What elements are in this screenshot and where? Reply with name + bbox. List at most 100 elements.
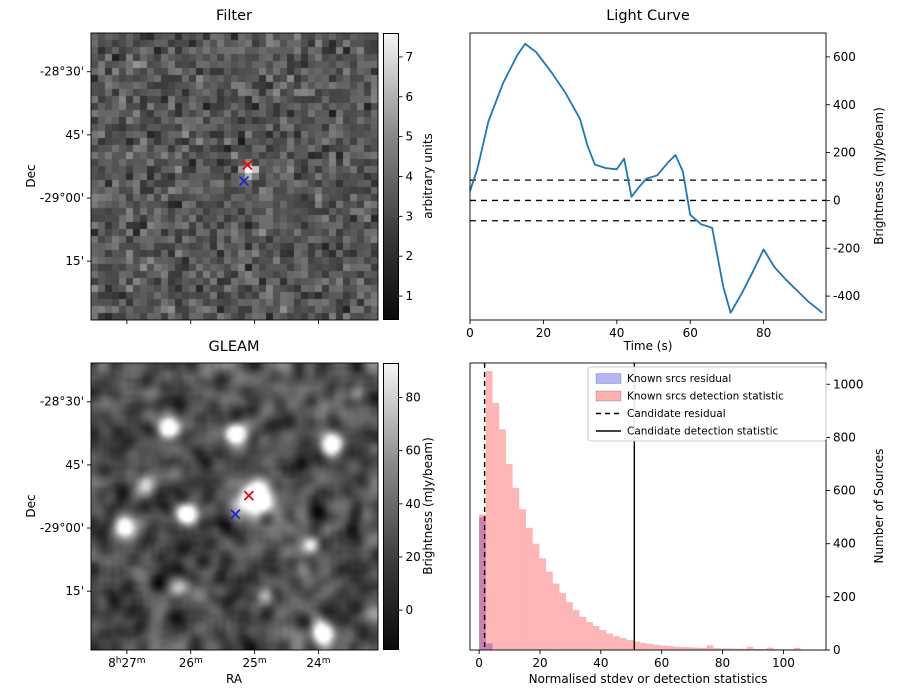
filter-ytick-label: -29°00' xyxy=(40,191,84,205)
filter-colorbar-label: arbitrary units xyxy=(421,133,435,219)
hist-bar xyxy=(793,647,801,650)
hist-bar xyxy=(532,543,540,650)
colorbar-tick-label: 2 xyxy=(406,249,414,263)
gleam-ytick-label: -28°30' xyxy=(40,395,84,409)
histogram-ylabel: Number of Sources xyxy=(872,448,886,564)
hist-ytick-label: 800 xyxy=(833,430,856,444)
hist-bar xyxy=(606,633,614,650)
colorbar-tick-label: 5 xyxy=(406,130,414,144)
light-curve-panel-title: Light Curve xyxy=(606,8,690,24)
hist-bar xyxy=(492,402,500,650)
gleam-xtick-label: 25m xyxy=(243,656,267,670)
hist-bar xyxy=(733,648,741,650)
hist-ytick-label: 0 xyxy=(833,643,841,657)
hist-bar xyxy=(807,649,814,650)
filter-colorbar xyxy=(383,33,399,320)
gleam-panel-title: GLEAM xyxy=(208,339,260,355)
histogram-xlabel: Normalised stdev or detection statistics xyxy=(528,672,768,686)
hist-bar xyxy=(800,649,808,650)
hist-bar xyxy=(626,639,634,650)
hist-bar xyxy=(773,649,781,650)
lc-xtick-label: 40 xyxy=(609,326,624,340)
colorbar-tick-label: 20 xyxy=(406,550,421,564)
histogram-axes-border xyxy=(469,362,827,651)
hist-bar xyxy=(479,514,486,650)
lc-ytick-label: 0 xyxy=(833,193,841,207)
gleam-xtick-label: 24m xyxy=(306,656,330,670)
hist-bar xyxy=(485,370,493,650)
hist-bar xyxy=(726,648,734,650)
hist-bar xyxy=(639,642,647,650)
hist-bar xyxy=(499,429,506,650)
hist-bar xyxy=(700,647,707,650)
hist-bar xyxy=(693,647,701,650)
colorbar-tick-label: 0 xyxy=(406,603,414,617)
legend-swatch xyxy=(595,390,622,402)
gleam-ytick-label: 15' xyxy=(65,584,84,598)
colorbar-tick-label: 1 xyxy=(406,289,414,303)
lc-xtick-label: 60 xyxy=(683,326,698,340)
gleam-ytick-label: -29°00' xyxy=(40,521,84,535)
lc-ytick-label: 200 xyxy=(833,146,856,160)
hist-bar xyxy=(679,647,687,650)
filter-ytick-label: 15' xyxy=(65,254,84,268)
hist-bar xyxy=(525,527,533,650)
gleam-colorbar-label: Brightness (mJy/beam) xyxy=(421,437,435,575)
hist-xtick-label: 60 xyxy=(654,656,669,670)
hist-bar xyxy=(740,648,747,650)
filter-image xyxy=(91,33,378,320)
hist-bar xyxy=(746,646,754,650)
hist-xtick-label: 100 xyxy=(772,656,795,670)
hist-ytick-label: 600 xyxy=(833,484,856,498)
filter-ytick-label: -28°30' xyxy=(40,65,84,79)
light-curve-axes-border xyxy=(469,32,827,321)
hist-xtick-label: 40 xyxy=(593,656,608,670)
hist-bar xyxy=(653,644,660,650)
lc-ytick-label: -400 xyxy=(833,289,860,303)
hist-bar xyxy=(559,592,567,650)
hist-bar xyxy=(619,638,627,650)
hist-bar xyxy=(572,610,580,650)
legend-swatch xyxy=(595,373,622,384)
hist-bar xyxy=(753,648,761,650)
colorbar-tick-label: 60 xyxy=(406,444,421,458)
gleam-image xyxy=(91,363,378,650)
colorbar-tick-label: 40 xyxy=(406,497,421,511)
hist-xtick-label: 20 xyxy=(532,656,547,670)
hist-bar xyxy=(787,649,794,650)
hist-bar xyxy=(586,622,593,650)
hist-bar xyxy=(592,626,600,650)
lc-ytick-label: -200 xyxy=(833,241,860,255)
hist-bar xyxy=(673,646,680,650)
gleam-xlabel: RA xyxy=(225,672,243,686)
hist-bar xyxy=(519,509,526,650)
colorbar-tick-label: 80 xyxy=(406,391,421,405)
hist-bar xyxy=(659,645,667,650)
gleam-ylabel: Dec xyxy=(24,494,38,518)
colorbar-tick-label: 4 xyxy=(406,170,414,184)
hist-bar xyxy=(505,463,513,650)
hist-bar xyxy=(713,648,721,650)
colorbar-tick-label: 3 xyxy=(406,209,414,223)
hist-bar xyxy=(566,602,573,650)
hist-bar xyxy=(666,646,674,650)
filter-ylabel: Dec xyxy=(24,164,38,188)
hist-ytick-label: 200 xyxy=(833,590,856,604)
light-curve-xlabel: Time (s) xyxy=(623,339,673,353)
hist-xtick-label: 0 xyxy=(475,656,483,670)
filter-panel-title: Filter xyxy=(216,8,252,24)
hist-bar xyxy=(579,616,587,650)
filter-ytick-label: 45' xyxy=(65,128,84,142)
gleam-ytick-label: 45' xyxy=(65,458,84,472)
lc-ytick-label: 400 xyxy=(833,98,856,112)
hist-bar xyxy=(552,583,560,650)
lc-ytick-label: 600 xyxy=(833,50,856,64)
lc-xtick-label: 80 xyxy=(756,326,771,340)
hist-bar xyxy=(766,647,774,650)
legend-label: Candidate residual xyxy=(627,408,726,420)
hist-bar xyxy=(780,649,788,650)
legend-label: Candidate detection statistic xyxy=(627,426,779,438)
colorbar-tick-label: 6 xyxy=(406,90,414,104)
legend-label: Known srcs detection statistic xyxy=(627,391,784,403)
hist-bar xyxy=(646,643,654,650)
